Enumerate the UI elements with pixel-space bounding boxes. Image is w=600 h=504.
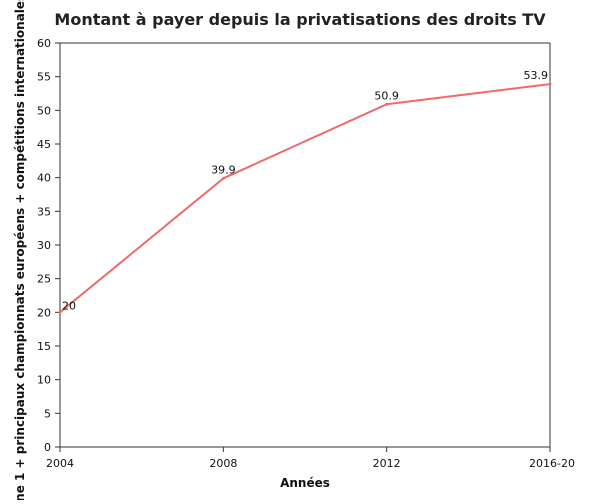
y-tick-label: 25 <box>37 273 51 286</box>
y-tick-label: 40 <box>37 172 51 185</box>
y-tick-label: 30 <box>37 239 51 252</box>
data-point[interactable] <box>221 176 225 180</box>
plot-frame <box>59 42 551 448</box>
x-tick-label: 2008 <box>209 457 237 470</box>
x-tick-label: 2016-20 <box>529 457 575 470</box>
x-tick-label: 2004 <box>46 457 74 470</box>
y-tick-label: 0 <box>44 441 51 454</box>
y-tick-label: 35 <box>37 205 51 218</box>
y-tick-label: 55 <box>37 71 51 84</box>
y-axis-title: Ligne 1 + principaux championnats europé… <box>13 0 27 500</box>
y-tick-label: 10 <box>37 374 51 387</box>
data-label: 39.9 <box>211 163 236 176</box>
data-label: 20 <box>62 299 76 312</box>
data-label: 50.9 <box>374 89 399 102</box>
x-tick-label: 2012 <box>373 457 401 470</box>
chart-title: Montant à payer depuis la privatisations… <box>54 10 546 29</box>
data-point[interactable] <box>385 102 389 106</box>
y-tick-label: 5 <box>44 407 51 420</box>
x-axis-title: Années <box>280 476 330 490</box>
x-axis-ticks: 2004 2008 2012 2016-20 <box>46 447 575 470</box>
series-line <box>59 83 551 314</box>
y-axis-ticks: 0 5 10 15 20 25 30 35 40 45 50 55 60 <box>37 37 60 454</box>
data-label-layer: 20 39.9 50.9 53.9 <box>62 69 548 312</box>
y-tick-label: 50 <box>37 104 51 117</box>
y-tick-label: 15 <box>37 340 51 353</box>
data-point[interactable] <box>58 310 62 314</box>
y-tick-label: 60 <box>37 37 51 50</box>
series-layer <box>58 82 552 314</box>
y-tick-label: 20 <box>37 306 51 319</box>
data-point[interactable] <box>548 82 552 86</box>
y-tick-label: 45 <box>37 138 51 151</box>
data-label: 53.9 <box>524 69 549 82</box>
